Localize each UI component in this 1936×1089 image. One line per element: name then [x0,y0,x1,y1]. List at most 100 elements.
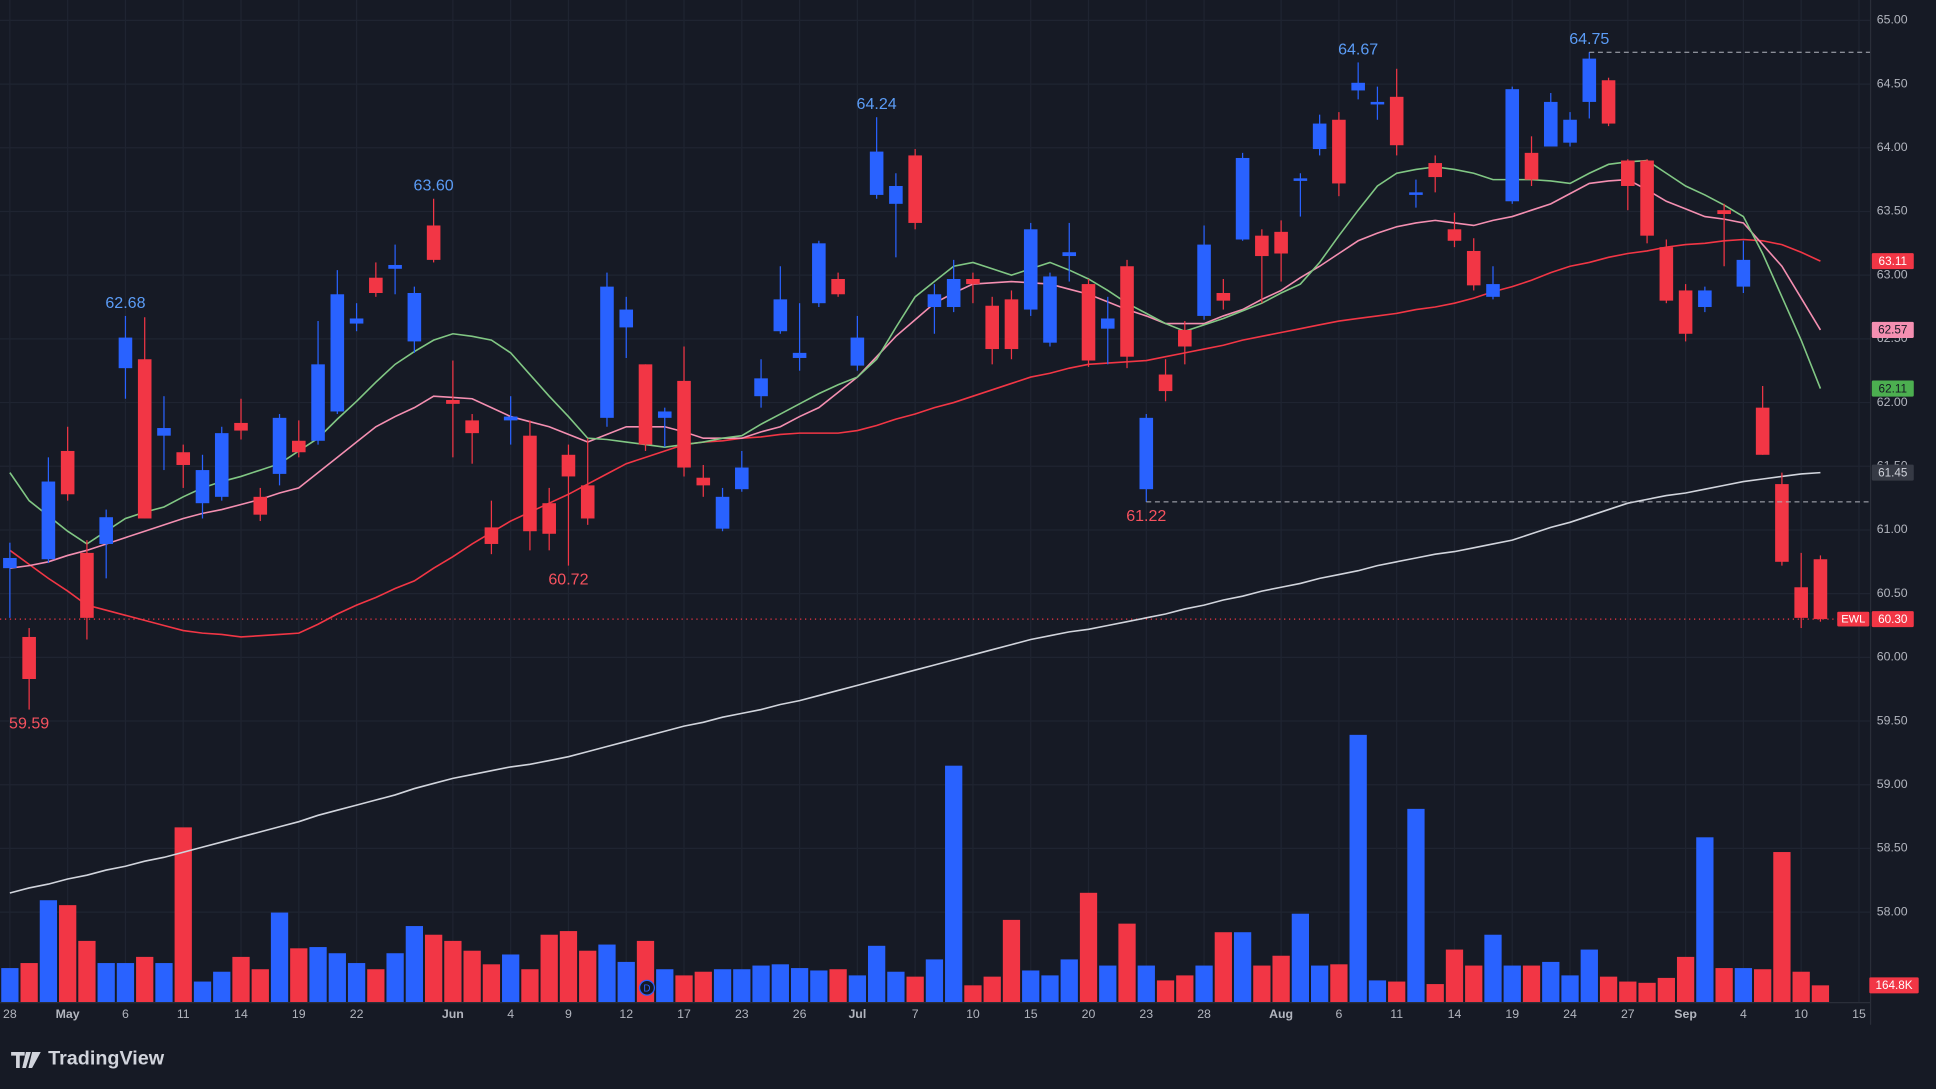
candle-body [715,496,730,529]
volume-bar [1349,734,1367,1003]
x-tick-label: 23 [735,1007,749,1021]
volume-bar [1561,975,1579,1003]
price-tag-label: 63.11 [1879,255,1907,268]
volume-bar [1638,982,1656,1003]
volume-bar [1022,970,1040,1003]
volume-bar [790,968,809,1003]
candle-body [465,420,479,434]
candle-body [99,517,113,544]
volume-bar [1156,980,1175,1003]
volume-bar [193,981,212,1003]
candle-body [1100,318,1115,329]
candle-body [1081,284,1096,361]
brand-name: TradingView [48,1048,165,1070]
y-tick-label: 64.50 [1877,76,1908,90]
candle-body [292,440,306,453]
candle-body [1621,160,1635,186]
volume-bar [1291,913,1310,1003]
candle-body [1582,58,1597,102]
candle-body [330,294,345,412]
candle-body [869,151,884,195]
volume-bar [1272,955,1290,1003]
volume-bar [463,950,481,1003]
candle-body [1332,119,1346,184]
volume-bar [97,963,115,1003]
volume-bar [713,969,732,1003]
candle-body [1197,244,1211,316]
candle-body [580,485,595,519]
x-tick-label: 12 [619,1007,633,1021]
volume-bar [1773,852,1791,1003]
volume-bar [1754,969,1772,1003]
price-tag-label: 62.57 [1878,324,1907,337]
x-tick-label: Aug [1269,1007,1293,1021]
x-tick-label: 15 [1852,1007,1866,1021]
price-tag-label: 61.45 [1878,466,1908,479]
x-tick-label: Jul [848,1007,866,1021]
candle-body [1678,290,1693,334]
candle-body [1717,210,1731,215]
dividend-marker[interactable] [638,979,656,996]
symbol-label: EWL [1841,614,1865,626]
candle-body [80,552,94,618]
volume-bar [925,959,944,1003]
x-tick-label: 19 [1505,1007,1519,1021]
candle-body [426,225,441,260]
price-tag [1871,464,1914,481]
candle-body [1466,250,1481,286]
candle-body [638,364,653,445]
candle-body [927,294,942,308]
candle-body [1505,89,1520,202]
extreme-label: 59.59 [9,715,49,733]
candle-body [137,359,152,519]
volume-bar [887,971,905,1003]
candle-body [1255,235,1269,257]
candle-body [1389,96,1404,146]
x-tick-label: 22 [350,1007,364,1021]
volume-bar [1079,892,1098,1003]
volume-bar [1330,964,1348,1003]
volume-bar [1792,971,1810,1003]
volume-bar [829,969,847,1003]
candle-body [1447,229,1462,241]
x-tick-label: 11 [1390,1007,1403,1021]
volume-bar [1407,808,1425,1003]
volume-bar [59,905,77,1003]
x-tick-label: 6 [122,1007,129,1021]
price-tag [1871,321,1914,338]
volume-bar [1388,981,1406,1003]
x-tick-label: 26 [793,1007,807,1021]
candle-body [889,185,903,204]
x-tick-label: 19 [292,1007,306,1021]
x-tick-label: 11 [177,1007,190,1021]
volume-bar [270,912,289,1003]
volume-bar [848,975,867,1003]
volume-bar [174,827,192,1003]
volume-bar [136,956,154,1003]
volume-bar [232,956,250,1003]
volume-bar [694,971,712,1003]
candle-body [735,467,749,490]
volume-bar [656,969,674,1003]
volume-bar [598,944,616,1003]
volume-bar [309,947,327,1003]
y-tick-label: 63.50 [1877,204,1908,218]
volume-bar [1715,968,1733,1003]
volume-bar [1426,984,1444,1003]
x-tick-label: 4 [507,1007,514,1021]
x-tick-label: 28 [3,1007,17,1021]
candle-body [792,352,807,358]
volume-bar [251,969,269,1003]
moving-average-line [9,238,1821,638]
y-tick-label: 59.00 [1877,777,1908,791]
candle-body [1698,290,1712,308]
candle-body [966,278,980,285]
volume-bar [20,963,38,1003]
volume-bar [1599,976,1618,1003]
price-tag [1871,253,1914,270]
x-tick-label: 10 [966,1007,980,1021]
x-tick-label: 7 [912,1007,919,1021]
candle-body [908,155,922,223]
candle-body [1486,284,1500,297]
